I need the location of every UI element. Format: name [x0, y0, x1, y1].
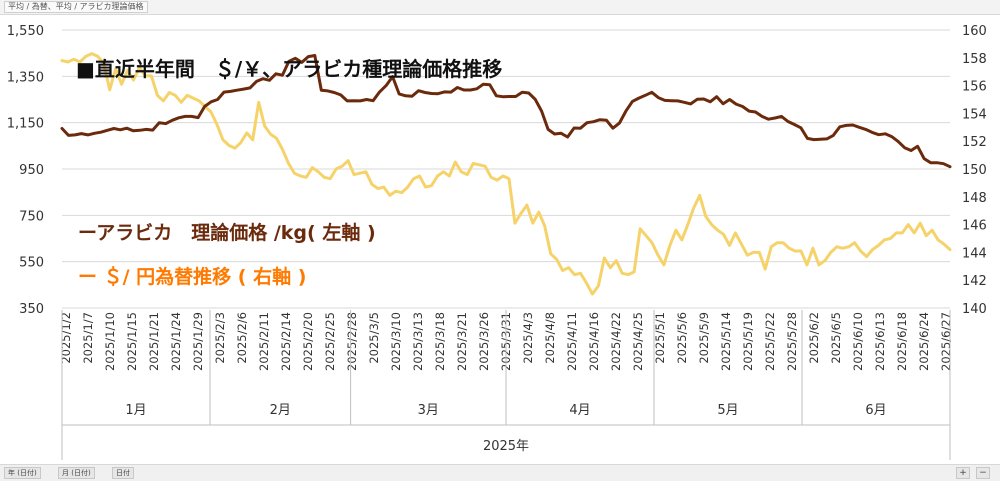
legend-fx: ー ＄/ 円為替推移 ( 右軸 ) — [78, 265, 306, 288]
x-tick-label: 2025/4/3 — [521, 312, 535, 364]
month-label: 5月 — [717, 403, 738, 418]
right-tick-label: 160 — [962, 24, 987, 39]
x-tick-label: 2025/2/3 — [213, 312, 227, 364]
x-tick-label: 2025/1/24 — [169, 312, 183, 371]
x-tick-label: 2025/5/6 — [675, 312, 689, 364]
x-tick-label: 2025/3/18 — [433, 312, 447, 371]
x-tick-label: 2025/2/11 — [257, 312, 271, 371]
x-tick-label: 2025/1/21 — [147, 312, 161, 371]
right-tick-label: 156 — [962, 80, 987, 95]
chart-title: ■直近半年間 ＄/￥、アラビカ種理論価格推移 — [76, 57, 502, 81]
left-tick-label: 950 — [19, 163, 44, 178]
x-tick-label: 2025/6/5 — [829, 312, 843, 364]
year-label: 2025年 — [483, 439, 529, 454]
x-tick-label: 2025/5/14 — [719, 312, 733, 371]
left-tick-label: 750 — [19, 209, 44, 224]
x-tick-label: 2025/3/5 — [367, 312, 381, 364]
chart: 1,550 1,350 1,150 950 750 550 350 160 158 156 154… — [7, 24, 987, 460]
month-label: 2月 — [270, 403, 291, 418]
x-tick-label: 2025/1/10 — [103, 312, 117, 371]
x-tick-label: 2025/1/15 — [125, 312, 139, 371]
left-axis: 1,550 1,350 1,150 950 750 550 350 — [7, 24, 44, 317]
right-tick-label: 140 — [962, 302, 987, 317]
x-tick-label: 2025/3/26 — [477, 312, 491, 371]
x-tick-label: 2025/2/6 — [235, 312, 249, 364]
month-label: 1月 — [125, 403, 146, 418]
series-layer — [60, 52, 952, 296]
x-tick-label: 2025/5/1 — [653, 312, 667, 364]
x-tick-label: 2025/3/10 — [389, 312, 403, 371]
left-tick-label: 1,350 — [7, 70, 44, 85]
x-tick-label: 2025/6/27 — [939, 312, 953, 371]
x-tick-label: 2025/2/25 — [323, 312, 337, 371]
filter-bar: 年 (日付) 月 (日付) 日付 + − — [0, 464, 1000, 481]
x-tick-label: 2025/4/16 — [587, 312, 601, 371]
x-tick-label: 2025/1/2 — [59, 312, 73, 364]
gridlines — [62, 29, 950, 309]
x-tick-label: 2025/1/29 — [191, 312, 205, 371]
filter-button-month[interactable]: 月 (日付) — [58, 467, 95, 479]
x-tick-label: 2025/5/19 — [741, 312, 755, 371]
value-field-button[interactable]: 平均 / 為替、平均 / アラビカ理論価格 — [4, 1, 148, 13]
x-tick-label: 2025/2/14 — [279, 312, 293, 371]
right-tick-label: 146 — [962, 219, 987, 234]
legend-arabica: ーアラビカ 理論価格 /kg( 左軸 ) — [78, 221, 376, 244]
x-tick-label: 2025/4/25 — [631, 312, 645, 371]
right-tick-label: 148 — [962, 191, 987, 206]
x-tick-label: 2025/6/13 — [873, 312, 887, 371]
right-tick-label: 152 — [962, 135, 987, 150]
x-tick-label: 2025/4/11 — [565, 312, 579, 371]
right-tick-label: 144 — [962, 246, 987, 261]
zoom-in-button[interactable]: + — [956, 467, 970, 479]
x-tick-label: 2025/2/20 — [301, 312, 315, 371]
x-tick-label: 2025/4/22 — [609, 312, 623, 371]
x-tick-label: 2025/6/24 — [917, 312, 931, 371]
filter-button-date[interactable]: 日付 — [112, 467, 134, 479]
right-tick-label: 150 — [962, 163, 987, 178]
x-tick-label: 2025/3/13 — [411, 312, 425, 371]
x-tick-label: 2025/4/8 — [543, 312, 557, 364]
series-line-fx — [60, 52, 952, 296]
left-tick-label: 550 — [19, 256, 44, 271]
x-tick-label: 2025/6/2 — [807, 312, 821, 364]
x-tick-label: 2025/2/28 — [345, 312, 359, 371]
right-axis: 160 158 156 154 152 150 148 146 144 142 140 — [962, 24, 987, 317]
x-tick-label: 2025/5/22 — [763, 312, 777, 371]
series-line-arabica — [60, 54, 952, 169]
x-tick-label: 2025/3/21 — [455, 312, 469, 371]
x-tick-label: 2025/6/10 — [851, 312, 865, 371]
zoom-out-button[interactable]: − — [976, 467, 990, 479]
x-tick-label: 2025/1/7 — [81, 312, 95, 364]
field-bar: 平均 / 為替、平均 / アラビカ理論価格 — [0, 0, 1000, 15]
month-label: 6月 — [865, 403, 886, 418]
x-tick-label: 2025/5/28 — [785, 312, 799, 371]
left-tick-label: 1,150 — [7, 117, 44, 132]
month-label: 3月 — [418, 403, 439, 418]
right-tick-label: 142 — [962, 274, 987, 289]
x-axis: 2025/1/2 2025/1/7 2025/1/10 2025/1/15 2025/1… — [59, 310, 953, 460]
x-tick-label: 2025/5/9 — [697, 312, 711, 364]
filter-button-year[interactable]: 年 (日付) — [4, 467, 41, 479]
x-tick-label: 2025/6/18 — [895, 312, 909, 371]
left-tick-label: 350 — [19, 302, 44, 317]
right-tick-label: 158 — [962, 52, 987, 67]
month-label: 4月 — [569, 403, 590, 418]
right-tick-label: 154 — [962, 107, 987, 122]
left-tick-label: 1,550 — [7, 24, 44, 39]
